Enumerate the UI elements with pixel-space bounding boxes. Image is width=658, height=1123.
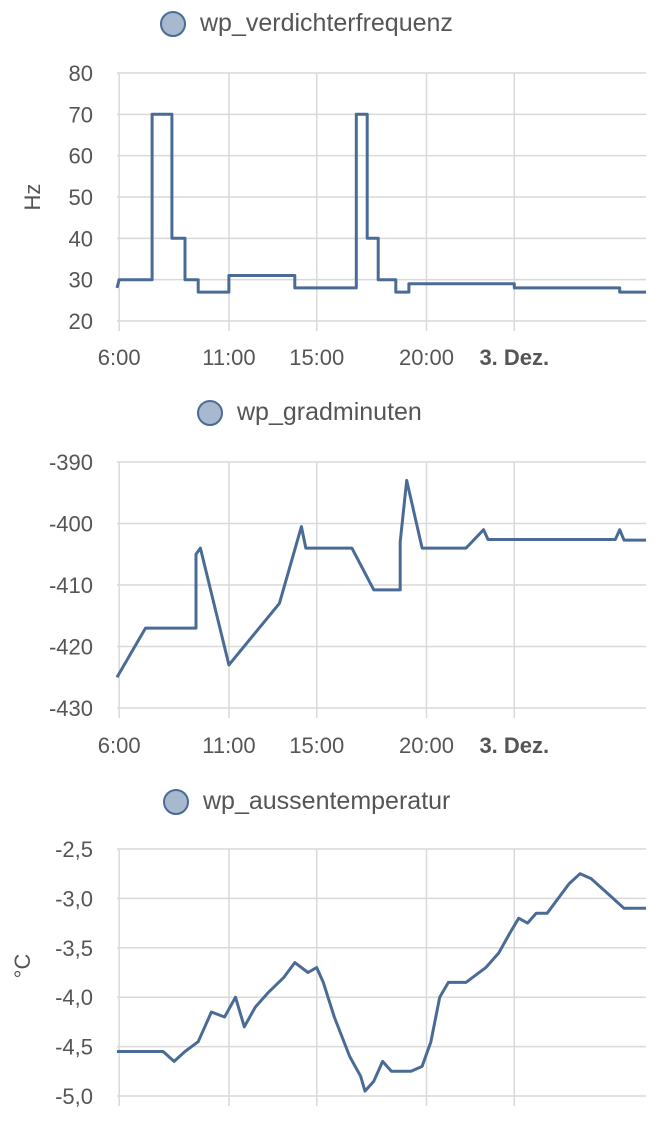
y-tick-label: 50 [69,185,93,210]
series-line [115,478,646,679]
x-tick-label: 11:00 [202,345,255,370]
legend-label: wp_gradminuten [237,398,422,426]
x-tick-label: 20:00 [399,733,454,758]
y-tick-label: -410 [49,573,93,598]
x-tick-label: 15:00 [289,733,344,758]
y-tick-label: -420 [49,635,93,660]
legend-label: wp_aussentemperatur [203,787,451,815]
y-tick-label: 30 [69,268,93,293]
y-tick-label: 80 [69,61,93,86]
y-axis-label: Hz [20,184,45,211]
chart-panel-aussentemperatur: wp_aussentemperatur -2,5 -3,0 -3,5 -4,0 -4,5… [0,770,658,1123]
legend-item[interactable]: wp_gradminuten [197,398,422,427]
x-tick-label: 3. Dez. [479,345,549,370]
y-tick-label: -430 [49,696,93,721]
legend-label: wp_verdichterfrequenz [200,9,453,37]
y-tick-label: -4,5 [55,1035,93,1060]
legend-circle-icon [197,399,223,426]
legend-item[interactable]: wp_aussentemperatur [163,787,450,816]
x-tick-label: 15:00 [289,345,344,370]
chart-panel-verdichterfrequenz: wp_verdichterfrequenz 80 70 60 50 40 30 20 6:00… [0,0,658,380]
legend-circle-icon [160,10,186,37]
y-tick-label: -4,0 [55,985,93,1010]
y-tick-label: -390 [49,450,93,475]
y-tick-label: -3,5 [55,936,93,961]
y-tick-label: 40 [69,226,93,251]
x-tick-label: 20:00 [399,345,454,370]
y-tick-label: 20 [69,309,93,334]
x-tick-label: 11:00 [202,733,255,758]
chart-panel-gradminuten: wp_gradminuten -390 -400 -410 -420 -430 6:00 1… [0,380,658,770]
x-tick-label: 6:00 [98,345,141,370]
chart-verdichterfrequenz: 80 70 60 50 40 30 206:00 11:00 15:00 20:00 3. Dez.… [20,61,646,370]
x-tick-label: 3. Dez. [479,733,549,758]
x-tick-label: 6:00 [98,733,141,758]
chart-aussentemperatur: -2,5 -3,0 -3,5 -4,0 -4,5 -5,0 °C [10,837,646,1109]
y-tick-label: -2,5 [55,837,93,862]
y-tick-label: 60 [69,144,93,169]
legend-item[interactable]: wp_verdichterfrequenz [160,9,453,38]
y-tick-label: -400 [49,512,93,537]
y-tick-label: -5,0 [55,1084,93,1109]
series-line [115,112,646,294]
y-tick-label: -3,0 [55,886,93,911]
y-axis-label: °C [10,954,35,979]
series-line [117,872,646,1093]
legend-circle-icon [163,788,189,815]
y-tick-label: 70 [69,102,93,127]
